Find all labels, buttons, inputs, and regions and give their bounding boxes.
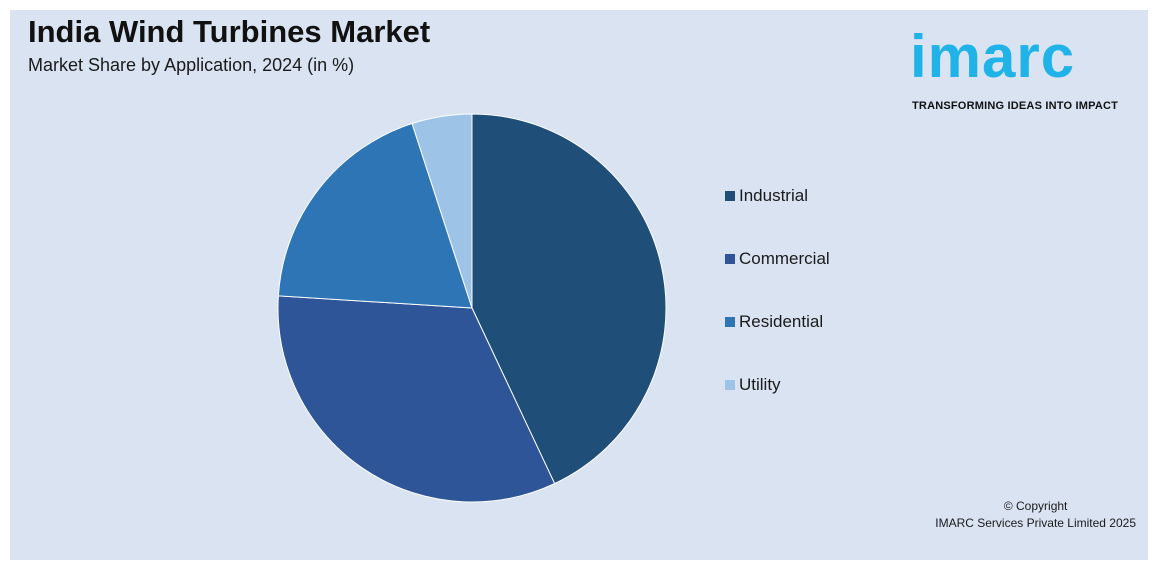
copyright-line-2: IMARC Services Private Limited 2025 (935, 516, 1136, 530)
legend-swatch (725, 191, 735, 201)
logo-tagline: TRANSFORMING IDEAS INTO IMPACT (912, 100, 1119, 112)
imarc-logo: imarc TRANSFORMING IDEAS INTO IMPACT (906, 12, 1132, 122)
legend-label: Residential (739, 312, 824, 331)
copyright-line-1: © Copyright (1003, 499, 1068, 513)
legend-swatch (725, 380, 735, 390)
logo-wordmark: imarc (910, 23, 1076, 90)
copyright-notice: © Copyright IMARC Services Private Limit… (935, 498, 1136, 532)
legend-swatch (725, 254, 735, 264)
pie-slice-residential (277, 122, 473, 309)
legend-label: Commercial (739, 249, 830, 268)
legend-swatch (725, 317, 735, 327)
pie-slice-commercial (277, 295, 556, 503)
page-title: India Wind Turbines Market (28, 14, 431, 49)
pie-slice-utility (411, 113, 473, 309)
legend-label: Industrial (739, 186, 808, 205)
page-subtitle: Market Share by Application, 2024 (in %) (28, 55, 355, 75)
pie-slice-industrial (471, 113, 667, 485)
legend-label: Utility (739, 375, 781, 394)
